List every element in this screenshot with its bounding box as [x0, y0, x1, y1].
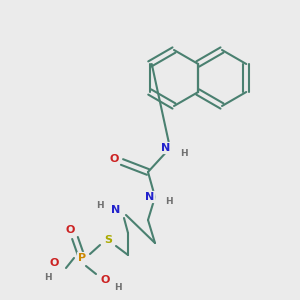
Text: O: O [109, 154, 119, 164]
Text: O: O [65, 225, 75, 235]
Text: N: N [111, 205, 121, 215]
Text: N: N [161, 143, 171, 153]
Text: H: H [165, 197, 173, 206]
Text: S: S [104, 235, 112, 245]
Text: H: H [114, 284, 122, 292]
Text: H: H [180, 148, 188, 158]
Text: N: N [146, 192, 154, 202]
Text: H: H [44, 274, 52, 283]
Text: H: H [96, 200, 104, 209]
Text: O: O [49, 258, 59, 268]
Text: O: O [100, 275, 110, 285]
Text: P: P [78, 253, 86, 263]
